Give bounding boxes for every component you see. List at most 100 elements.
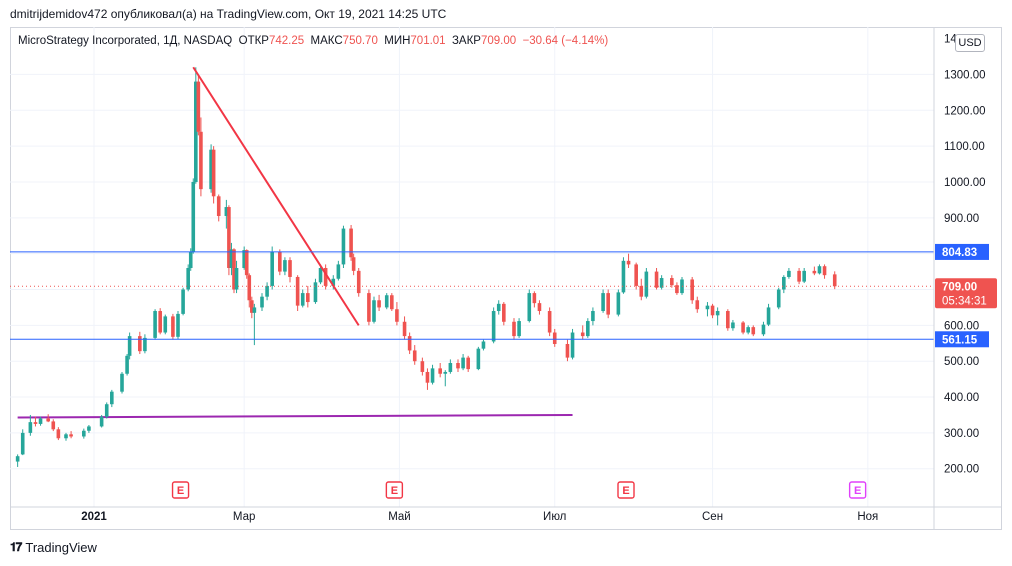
last-price-tag xyxy=(935,278,997,309)
legend-open-label: ОТКР xyxy=(238,35,269,47)
grid-lines xyxy=(10,27,934,507)
candle-body xyxy=(120,373,124,392)
last-price-label: 709.00 xyxy=(942,281,977,293)
x-tick-label: Май xyxy=(388,511,411,523)
candle-body xyxy=(634,264,638,286)
candle-body xyxy=(746,327,750,333)
candle-body xyxy=(782,276,786,290)
earnings-marker-label: E xyxy=(854,485,861,497)
candle-body xyxy=(191,181,196,252)
earnings-marker xyxy=(848,481,867,499)
legend-change: −30.64 (−4.14%) xyxy=(522,35,609,47)
candle-body xyxy=(481,341,486,349)
candle-body xyxy=(250,300,254,313)
y-tick-label: 1300.00 xyxy=(944,69,986,81)
candle-body xyxy=(690,279,694,301)
candle-body xyxy=(46,418,50,422)
level-price-label: 804.83 xyxy=(942,247,977,259)
candle-body xyxy=(33,422,38,424)
candle-body xyxy=(532,293,537,304)
candle-body xyxy=(626,260,631,265)
candle-body xyxy=(194,81,198,182)
candle-body xyxy=(438,368,442,374)
candle-body xyxy=(512,321,516,337)
candle-body xyxy=(695,300,700,310)
candle-body xyxy=(761,324,766,335)
candle-body xyxy=(384,295,389,308)
candle-body xyxy=(832,274,837,287)
candle-body xyxy=(99,416,104,427)
candle-body xyxy=(127,336,132,356)
candle-body xyxy=(580,332,585,337)
candle-body xyxy=(448,362,453,372)
y-tick-label: 300.00 xyxy=(944,428,979,440)
candle-body xyxy=(232,249,236,290)
candle-body xyxy=(244,250,249,276)
downtrend-line xyxy=(192,66,360,326)
candle-body xyxy=(51,421,56,430)
candle-body xyxy=(430,368,435,383)
footer-brand[interactable]: TradingView xyxy=(25,540,97,555)
legend-high-value: 750.70 xyxy=(342,35,378,47)
x-tick-label: Июл xyxy=(543,511,566,523)
candle-body xyxy=(158,311,162,333)
candle-body xyxy=(300,293,305,306)
candle-body xyxy=(176,313,180,337)
candle-body xyxy=(570,332,575,358)
candle-body xyxy=(283,260,287,272)
candle-body xyxy=(390,295,394,310)
candle-body xyxy=(288,260,292,277)
candle-body xyxy=(295,276,300,306)
candle-body xyxy=(181,289,185,314)
candle-body xyxy=(188,251,193,268)
candle-body xyxy=(20,432,25,455)
candle-body xyxy=(670,278,674,286)
candle-body xyxy=(565,343,570,358)
candle-body xyxy=(367,293,371,322)
candle-body xyxy=(229,249,234,268)
candle-body xyxy=(372,300,376,322)
candle-body xyxy=(654,271,659,288)
y-tick-label: 500.00 xyxy=(944,356,979,368)
candle-body xyxy=(87,426,91,431)
earnings-marker-label: E xyxy=(177,485,184,497)
candle-body xyxy=(476,348,481,370)
candle-body xyxy=(336,264,341,279)
candle-body xyxy=(547,311,552,333)
countdown-label: 05:34:31 xyxy=(942,295,987,307)
candle-body xyxy=(104,404,109,417)
candle-body xyxy=(817,266,822,274)
tradingview-logo-icon: 𝟏𝟕 xyxy=(10,540,22,554)
price-chart[interactable]: E E E E 200.00300.00400.00500.00600.00700.0… xyxy=(10,27,1002,530)
candle-body xyxy=(110,391,114,405)
level-price-tag xyxy=(935,331,989,348)
candle-body xyxy=(715,311,720,316)
candle-body xyxy=(306,293,310,303)
currency-button[interactable]: USD xyxy=(955,34,985,52)
candles-group xyxy=(15,67,837,467)
axes-group: 200.00300.00400.00500.00600.00700.00800.… xyxy=(10,27,1002,530)
candle-body xyxy=(425,371,430,383)
earnings-marker xyxy=(385,481,404,499)
candle-body xyxy=(787,270,791,277)
candle-body xyxy=(186,268,190,290)
candle-body xyxy=(138,336,142,352)
x-tick-label: Мар xyxy=(233,511,256,523)
x-tick-label: 2021 xyxy=(81,511,107,523)
candle-body xyxy=(278,251,282,272)
candle-body xyxy=(802,270,806,282)
candle-body xyxy=(234,268,239,290)
candle-body xyxy=(537,303,542,312)
candle-body xyxy=(351,257,356,271)
candle-body xyxy=(443,371,448,374)
candle-body xyxy=(606,293,610,315)
earnings-marker xyxy=(171,481,190,499)
earnings-marker-label: E xyxy=(391,485,398,497)
candle-body xyxy=(356,270,361,294)
candle-body xyxy=(491,311,496,342)
candle-body xyxy=(143,337,147,352)
candle-body xyxy=(466,357,470,370)
candle-body xyxy=(69,434,73,437)
candle-body xyxy=(527,293,532,322)
candle-body xyxy=(812,270,817,274)
